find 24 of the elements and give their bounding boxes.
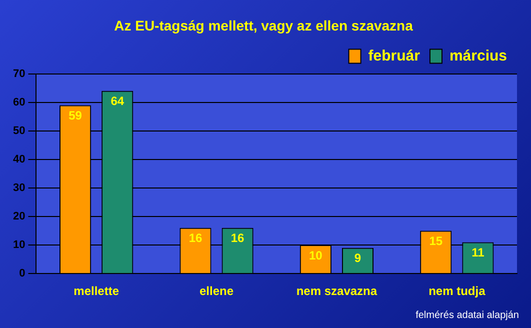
data-label: 16: [188, 231, 202, 246]
legend-label: március: [449, 47, 508, 64]
text: felmérés adatai alapján: [416, 310, 519, 321]
data-label: 16: [230, 231, 245, 246]
y-tick-label: 0: [19, 268, 26, 280]
data-label: 11: [472, 246, 485, 260]
y-tick-label: 50: [12, 124, 26, 137]
data-label: 10: [309, 248, 323, 262]
x-tick-label: nem szavazna: [296, 284, 378, 298]
x-tick-label: ellene: [200, 284, 234, 298]
x-tick-label: mellette: [74, 284, 120, 298]
legend-label: február: [368, 47, 420, 64]
y-tick-label: 10: [12, 239, 26, 252]
y-tick-label: 30: [12, 182, 26, 194]
x-tick-label: nem tudja: [428, 284, 486, 298]
data-label: 9: [354, 251, 362, 266]
data-label: 59: [68, 108, 82, 123]
data-label: 64: [110, 94, 124, 108]
chart-title: Az EU-tagság mellett, vagy az ellen szavazna: [114, 17, 414, 34]
y-tick-label: 60: [12, 96, 26, 108]
y-tick-label: 20: [12, 210, 26, 223]
data-label: 15: [429, 234, 443, 248]
y-tick-label: 70: [12, 68, 26, 80]
y-tick-label: 40: [12, 153, 26, 166]
